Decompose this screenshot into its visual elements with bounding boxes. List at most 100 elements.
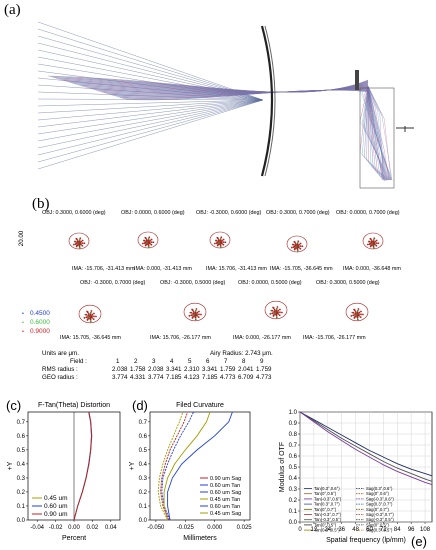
ray <box>373 167 393 181</box>
ray-hit <box>83 317 86 319</box>
ray-hit <box>224 241 227 244</box>
ray-hit <box>194 315 197 318</box>
legend-label: Sag(-0.3°,0.7°) <box>366 512 394 517</box>
ray-hit <box>81 244 84 247</box>
ray <box>367 85 374 169</box>
ray <box>359 85 369 122</box>
spot-ima-6: IMA: 15.705, -36.645 mm <box>60 335 121 341</box>
ray-hit <box>148 236 151 239</box>
ray-hit <box>356 311 359 314</box>
x-tick-label: -0.025 <box>177 525 195 531</box>
series-line-1 <box>167 411 233 521</box>
ray-hit <box>273 308 276 311</box>
ray <box>367 85 383 148</box>
units-note: Units are μm. <box>42 350 79 357</box>
ray-hit <box>355 314 357 317</box>
spot-obj-6: OBJ: -0.3000, 0.7000 (deg) <box>80 280 146 286</box>
rms-cell: 3.341 <box>166 366 182 373</box>
ray-hit <box>72 243 75 246</box>
ray-hit <box>191 316 194 319</box>
ray-hit <box>74 240 77 243</box>
x-tick-label: 0.00 <box>68 525 80 531</box>
y-axis-label: +Y <box>7 461 14 470</box>
ray-hit <box>88 316 90 319</box>
spot-ima-2: IMA: 0.000, -31.413 mm <box>134 266 192 272</box>
spot-ima-3: IMA: 15.706, -31.413 mm <box>206 266 267 272</box>
ray-hit <box>272 312 275 314</box>
ray <box>379 144 392 181</box>
ray-hit <box>299 247 302 250</box>
x-axis-label: Millimeters <box>183 535 217 542</box>
fields-cell: 4 <box>170 358 174 365</box>
ray <box>37 99 264 107</box>
legend-label: 0.45 um Sag <box>210 511 241 517</box>
ray-hit <box>86 316 89 318</box>
ray-hit <box>148 242 151 245</box>
ray-hit <box>218 242 220 245</box>
ray-hit <box>86 318 89 321</box>
panel-label-b: (b) <box>32 196 50 212</box>
ray-hit <box>78 246 81 249</box>
ray <box>364 85 369 96</box>
ray-hit <box>75 242 78 245</box>
spot-diagram-svg <box>68 231 384 324</box>
ray-hit <box>76 238 78 241</box>
ray <box>367 85 385 119</box>
y-tick-label: 0.0 <box>17 518 26 524</box>
ray-hit <box>196 311 199 314</box>
fields-cell: 2 <box>134 358 138 365</box>
rms-cell: 2.038 <box>148 366 164 373</box>
y-tick-label: 0.1 <box>289 509 298 515</box>
ray-hit <box>191 314 194 316</box>
legend-label: 0.60 um Tan <box>210 483 240 489</box>
legend-label: Tan(0.3°,0.7°) <box>314 502 340 507</box>
ray-hit <box>150 238 153 241</box>
ray <box>384 179 388 182</box>
y-tick-label: 0.1 <box>17 504 26 510</box>
ray-hit <box>83 242 86 245</box>
y-tick-label: 0.1 <box>139 504 148 510</box>
ray-hit <box>296 241 299 244</box>
ray <box>37 99 264 149</box>
geo-cell: 4.773 <box>220 374 236 381</box>
ray-hit <box>350 315 353 317</box>
ray <box>381 178 389 181</box>
ray-hit <box>275 316 278 319</box>
ray-hit <box>190 311 193 314</box>
geo-cell: 4.123 <box>184 374 200 381</box>
ray-hit <box>373 237 376 240</box>
ray-hit <box>213 242 216 245</box>
ray-hit <box>294 247 296 250</box>
ray <box>359 85 369 153</box>
optical-layout-diagram <box>37 21 414 189</box>
ray-hit <box>85 313 88 316</box>
airy-note: Airy Radius: 2.743 μm. <box>210 350 273 357</box>
ray-hit <box>91 313 94 316</box>
ray-hit <box>375 239 378 242</box>
y-tick-label: 1.0 <box>289 410 298 416</box>
ray-hit <box>360 313 362 316</box>
ray-hit <box>194 309 197 312</box>
ray-hit <box>221 239 224 242</box>
ray-hit <box>296 247 299 250</box>
ray-hit <box>273 310 276 313</box>
ray-hit <box>362 313 364 316</box>
ray-hit <box>353 316 356 319</box>
ray <box>379 175 390 181</box>
spot-obj-8: OBJ: 0.0000, 0.5000 (deg) <box>238 280 302 286</box>
airy-disk <box>78 304 102 324</box>
ray-hit <box>366 243 369 246</box>
y-tick-label: 0.2 <box>17 490 26 496</box>
x-tick-label: -0.02 <box>49 525 63 531</box>
x-tick-label: 12 <box>311 527 318 533</box>
ray <box>37 99 264 135</box>
ray-hit <box>194 311 197 314</box>
x-tick-label: 84 <box>394 527 401 533</box>
ray-hit <box>277 309 280 312</box>
series-line-1 <box>299 411 433 477</box>
rms-cell: 1.759 <box>256 366 272 373</box>
fields-cell: 1 <box>116 358 120 365</box>
ray-hit <box>217 238 220 241</box>
x-tick-label: 0 <box>298 527 302 533</box>
ray-hit <box>296 249 299 252</box>
